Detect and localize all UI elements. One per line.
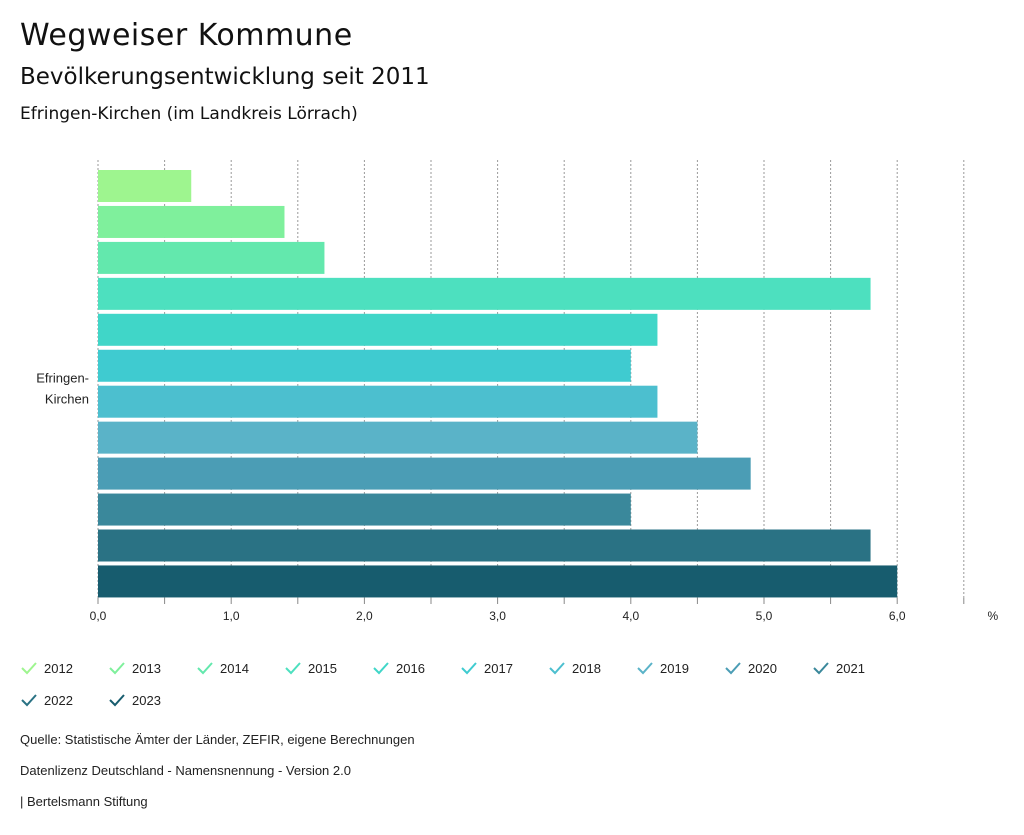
x-unit-label: % <box>987 609 998 623</box>
x-tick-label: 3,0 <box>489 609 506 623</box>
chart-subtitle: Bevölkerungsentwicklung seit 2011 <box>20 64 430 90</box>
checkmark-icon <box>109 662 125 675</box>
checkmark-icon <box>21 662 37 675</box>
legend-item-2017[interactable]: 2017 <box>460 658 548 678</box>
x-tick-label: 4,0 <box>622 609 639 623</box>
page-title: Wegweiser Kommune <box>20 18 353 53</box>
bar-2022 <box>98 529 871 562</box>
checkmark-icon <box>637 662 653 675</box>
bar-2019 <box>98 421 698 454</box>
legend-item-2023[interactable]: 2023 <box>108 690 196 710</box>
region-title: Efringen-Kirchen (im Landkreis Lörrach) <box>20 104 358 124</box>
source-note: Quelle: Statistische Ämter der Länder, Z… <box>20 732 415 747</box>
legend-item-2019[interactable]: 2019 <box>636 658 724 678</box>
bar-2018 <box>98 385 658 418</box>
license-note: Datenlizenz Deutschland - Namensnennung … <box>20 763 351 778</box>
legend-item-2020[interactable]: 2020 <box>724 658 812 678</box>
bar-2016 <box>98 313 658 346</box>
legend-item-2015[interactable]: 2015 <box>284 658 372 678</box>
legend-item-2012[interactable]: 2012 <box>20 658 108 678</box>
checkmark-icon <box>813 662 829 675</box>
legend-item-2016[interactable]: 2016 <box>372 658 460 678</box>
legend-label: 2018 <box>572 660 601 676</box>
x-tick-label: 0,0 <box>90 609 107 623</box>
legend-item-2021[interactable]: 2021 <box>812 658 900 678</box>
checkmark-icon <box>373 662 389 675</box>
category-label: Efringen- <box>36 371 89 386</box>
checkmark-icon <box>461 662 477 675</box>
legend-label: 2021 <box>836 660 865 676</box>
bar-2012 <box>98 170 192 202</box>
x-tick-label: 6,0 <box>889 609 906 623</box>
bar-chart: 0,0 1,0 2,0 3,0 4,0 5,0 6,0 % Efringen- Kirchen <box>36 160 998 623</box>
legend-label: 2015 <box>308 660 337 676</box>
x-tick-label: 2,0 <box>356 609 373 623</box>
legend-item-2018[interactable]: 2018 <box>548 658 636 678</box>
bar-2015 <box>98 277 871 310</box>
legend-label: 2016 <box>396 660 425 676</box>
legend-label: 2020 <box>748 660 777 676</box>
chart-legend: 2012 2013 2014 2015 2016 2017 2018 2019 2020 2021… <box>20 658 920 710</box>
credit-note: | Bertelsmann Stiftung <box>20 794 148 809</box>
x-tick-label: 5,0 <box>756 609 773 623</box>
legend-label: 2019 <box>660 660 689 676</box>
legend-item-2013[interactable]: 2013 <box>108 658 196 678</box>
bar-2021 <box>98 493 631 526</box>
legend-item-2014[interactable]: 2014 <box>196 658 284 678</box>
legend-item-2022[interactable]: 2022 <box>20 690 108 710</box>
legend-label: 2022 <box>44 692 73 708</box>
x-tick-label: 1,0 <box>223 609 240 623</box>
legend-label: 2012 <box>44 660 73 676</box>
bar-2014 <box>98 241 325 274</box>
bar-2013 <box>98 205 285 238</box>
category-label: Kirchen <box>45 392 89 407</box>
checkmark-icon <box>21 694 37 707</box>
bar-2023 <box>98 565 898 598</box>
checkmark-icon <box>197 662 213 675</box>
legend-label: 2013 <box>132 660 161 676</box>
legend-label: 2023 <box>132 692 161 708</box>
checkmark-icon <box>109 694 125 707</box>
legend-label: 2017 <box>484 660 513 676</box>
checkmark-icon <box>549 662 565 675</box>
legend-label: 2014 <box>220 660 249 676</box>
checkmark-icon <box>285 662 301 675</box>
checkmark-icon <box>725 662 741 675</box>
bar-2017 <box>98 349 631 382</box>
bar-2020 <box>98 457 751 490</box>
